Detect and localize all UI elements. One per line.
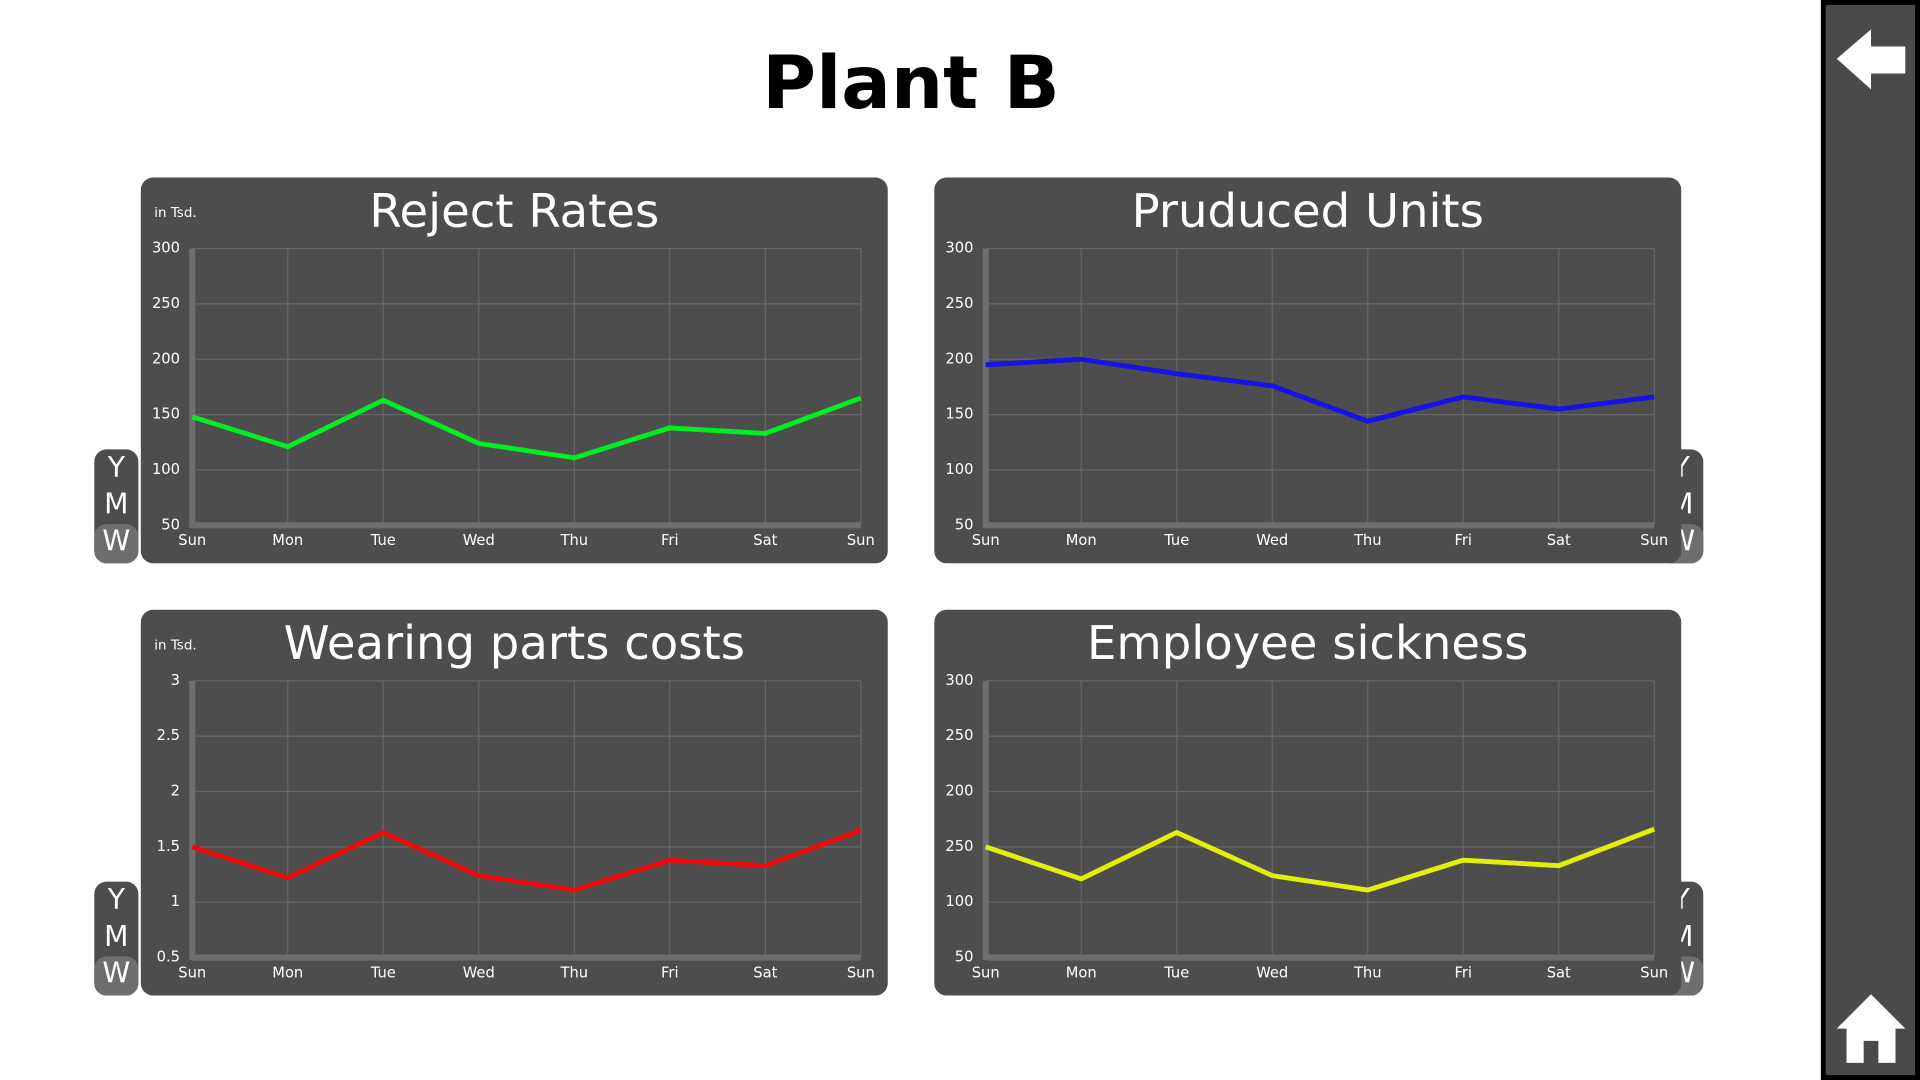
y-tick-label: 250 bbox=[945, 295, 973, 312]
y-tick-label: 1.5 bbox=[157, 838, 180, 855]
chart-panel bbox=[934, 609, 1682, 996]
x-tick-label: Sat bbox=[1547, 532, 1571, 549]
x-tick-label: Tue bbox=[1163, 964, 1189, 981]
x-tick-label: Sun bbox=[847, 532, 875, 549]
range-selected bbox=[94, 956, 139, 996]
y-tick-label: 2.5 bbox=[157, 727, 180, 744]
x-tick-label: Wed bbox=[1256, 532, 1288, 549]
x-tick-label: Wed bbox=[1256, 964, 1288, 981]
y-tick-label: 100 bbox=[945, 893, 973, 910]
data-line bbox=[984, 826, 1656, 893]
x-tick-label: Fri bbox=[1455, 964, 1473, 981]
chart-title: Pruduced Units bbox=[1132, 184, 1484, 238]
x-tick-label: Fri bbox=[661, 964, 679, 981]
home-button[interactable] bbox=[1836, 994, 1906, 1063]
y-tick-label: 2 bbox=[171, 783, 180, 800]
range-button[interactable]: M bbox=[104, 920, 128, 953]
x-tick-label: Thu bbox=[1353, 532, 1382, 549]
range-button[interactable]: Y bbox=[107, 451, 126, 484]
chart-title: Employee sickness bbox=[1087, 616, 1528, 670]
x-tick-label: Thu bbox=[559, 532, 588, 549]
x-tick-label: Thu bbox=[1353, 964, 1382, 981]
data-line bbox=[191, 827, 862, 893]
y-tick-label: 300 bbox=[945, 240, 973, 257]
data-line bbox=[985, 356, 1655, 424]
data-line bbox=[191, 395, 862, 461]
x-tick-label: Sun bbox=[972, 964, 1000, 981]
x-tick-label: Mon bbox=[1066, 532, 1097, 549]
x-tick-label: Sun bbox=[178, 964, 206, 981]
y-tick-label: 200 bbox=[945, 350, 973, 367]
x-tick-label: Fri bbox=[1455, 532, 1473, 549]
x-tick-label: Sat bbox=[1547, 964, 1571, 981]
x-tick-label: Sun bbox=[847, 964, 875, 981]
x-tick-label: Sun bbox=[1640, 964, 1668, 981]
unit-label: in Tsd. bbox=[154, 638, 196, 653]
chart-title: Reject Rates bbox=[369, 184, 659, 238]
page-title: Plant B bbox=[762, 41, 1060, 126]
chart-title: Wearing parts costs bbox=[284, 616, 745, 670]
x-tick-label: Thu bbox=[559, 964, 588, 981]
y-tick-label: 250 bbox=[945, 838, 973, 855]
y-tick-label: 50 bbox=[955, 949, 974, 966]
y-tick-label: 250 bbox=[152, 295, 180, 312]
back-button[interactable] bbox=[1836, 29, 1906, 90]
range-button[interactable]: Y bbox=[107, 883, 126, 916]
y-tick-label: 100 bbox=[945, 461, 973, 478]
x-tick-label: Sun bbox=[178, 532, 206, 549]
y-tick-label: 1 bbox=[171, 893, 180, 910]
x-tick-label: Sat bbox=[753, 964, 777, 981]
x-tick-label: Mon bbox=[272, 532, 303, 549]
y-tick-label: 300 bbox=[945, 672, 973, 689]
y-tick-label: 3 bbox=[171, 672, 180, 689]
y-tick-label: 0.5 bbox=[157, 949, 180, 966]
x-tick-label: Wed bbox=[463, 964, 495, 981]
chart-panel bbox=[140, 609, 888, 996]
range-selected bbox=[94, 524, 139, 564]
y-tick-label: 150 bbox=[945, 406, 973, 423]
chart-panel bbox=[140, 177, 888, 564]
sidebar bbox=[1820, 0, 1920, 1080]
y-tick-label: 200 bbox=[152, 350, 180, 367]
x-tick-label: Sun bbox=[1640, 532, 1668, 549]
chart-panel bbox=[934, 177, 1682, 564]
range-button[interactable]: M bbox=[104, 488, 128, 521]
y-tick-label: 50 bbox=[161, 516, 180, 533]
range-button[interactable]: W bbox=[102, 524, 130, 557]
x-tick-label: Tue bbox=[370, 532, 396, 549]
range-button[interactable]: W bbox=[102, 957, 130, 990]
y-tick-label: 200 bbox=[945, 783, 973, 800]
x-tick-label: Mon bbox=[272, 964, 303, 981]
x-tick-label: Fri bbox=[661, 532, 679, 549]
y-tick-label: 150 bbox=[152, 406, 180, 423]
x-tick-label: Mon bbox=[1066, 964, 1097, 981]
x-tick-label: Sat bbox=[753, 532, 777, 549]
y-tick-label: 300 bbox=[152, 240, 180, 257]
x-tick-label: Tue bbox=[370, 964, 396, 981]
sidebar-panel bbox=[1820, 0, 1920, 1080]
y-tick-label: 250 bbox=[945, 727, 973, 744]
x-tick-label: Wed bbox=[463, 532, 495, 549]
x-tick-label: Tue bbox=[1163, 532, 1189, 549]
y-tick-label: 50 bbox=[955, 516, 974, 533]
unit-label: in Tsd. bbox=[154, 206, 196, 221]
x-tick-label: Sun bbox=[972, 532, 1000, 549]
y-tick-label: 100 bbox=[152, 461, 180, 478]
